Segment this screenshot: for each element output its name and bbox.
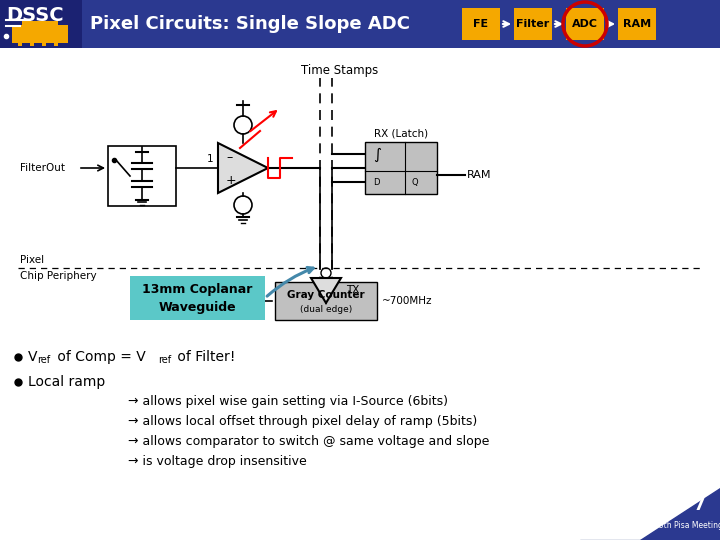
Text: DSSC: DSSC: [6, 6, 63, 25]
Text: Q: Q: [412, 178, 418, 187]
Text: ~700MHz: ~700MHz: [382, 296, 433, 306]
Text: RAM: RAM: [467, 170, 492, 180]
Text: 13mm Coplanar
Waveguide: 13mm Coplanar Waveguide: [143, 282, 253, 314]
Text: Time Stamps: Time Stamps: [302, 64, 379, 77]
Text: Pixel: Pixel: [20, 255, 44, 265]
FancyBboxPatch shape: [54, 41, 58, 46]
Text: → allows local offset through pixel delay of ramp (5bits): → allows local offset through pixel dela…: [128, 415, 477, 429]
Text: 7: 7: [694, 496, 706, 514]
Polygon shape: [218, 143, 268, 193]
Text: Gray Counter: Gray Counter: [287, 291, 365, 300]
Text: RAM: RAM: [623, 19, 651, 29]
FancyBboxPatch shape: [618, 8, 656, 40]
FancyBboxPatch shape: [514, 8, 552, 40]
FancyBboxPatch shape: [42, 41, 46, 46]
Text: Local ramp: Local ramp: [28, 375, 105, 389]
Text: Pixel Circuits: Single Slope ADC: Pixel Circuits: Single Slope ADC: [90, 15, 410, 33]
FancyBboxPatch shape: [22, 21, 58, 25]
Text: RX (Latch): RX (Latch): [374, 128, 428, 138]
FancyBboxPatch shape: [108, 146, 176, 206]
Text: ADC: ADC: [572, 19, 598, 29]
Polygon shape: [311, 278, 341, 303]
FancyBboxPatch shape: [462, 8, 500, 40]
Text: → allows comparator to switch @ same voltage and slope: → allows comparator to switch @ same vol…: [128, 435, 490, 449]
Text: TX: TX: [346, 285, 359, 295]
Text: ref: ref: [158, 355, 171, 365]
Text: Filter: Filter: [516, 19, 549, 29]
Text: ref: ref: [37, 355, 50, 365]
Text: → is voltage drop insensitive: → is voltage drop insensitive: [128, 456, 307, 469]
FancyBboxPatch shape: [275, 282, 377, 320]
Text: +: +: [226, 173, 237, 186]
Text: FilterOut: FilterOut: [20, 163, 65, 173]
Polygon shape: [640, 488, 720, 540]
Text: of Filter!: of Filter!: [173, 350, 235, 364]
Text: 13th Pisa Meeting: 13th Pisa Meeting: [654, 522, 720, 530]
Text: → allows pixel wise gain setting via I-Source (6bits): → allows pixel wise gain setting via I-S…: [128, 395, 448, 408]
FancyBboxPatch shape: [130, 276, 265, 320]
Text: D: D: [373, 178, 379, 187]
Text: Chip Periphery: Chip Periphery: [20, 271, 96, 281]
Text: –: –: [226, 152, 233, 165]
FancyBboxPatch shape: [30, 41, 34, 46]
FancyBboxPatch shape: [365, 142, 437, 194]
FancyBboxPatch shape: [18, 41, 22, 46]
Text: FE: FE: [474, 19, 489, 29]
FancyBboxPatch shape: [12, 25, 68, 43]
Text: of Comp = V: of Comp = V: [53, 350, 145, 364]
Text: 1: 1: [207, 154, 213, 164]
Text: V: V: [28, 350, 37, 364]
Text: ∫: ∫: [373, 147, 381, 163]
Text: (dual edge): (dual edge): [300, 305, 352, 314]
FancyBboxPatch shape: [566, 8, 604, 40]
FancyBboxPatch shape: [0, 0, 720, 48]
FancyBboxPatch shape: [0, 0, 82, 48]
